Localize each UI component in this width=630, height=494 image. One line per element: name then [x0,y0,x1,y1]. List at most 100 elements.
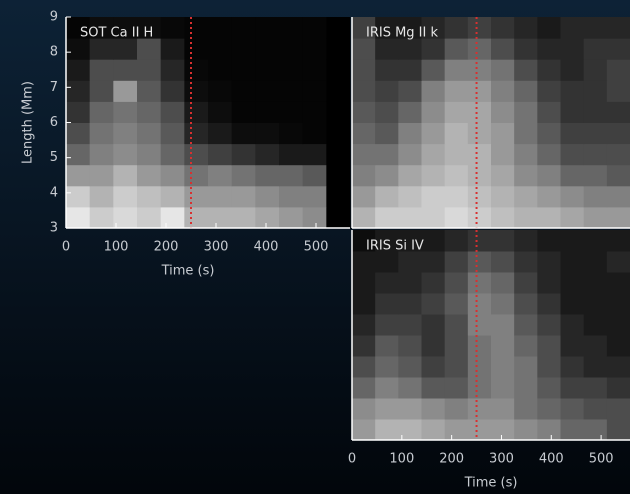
heatmap-cell [279,185,304,208]
heatmap-cell [113,122,138,145]
heatmap-cell [302,80,327,102]
y-axis-label: Length (Mm) [21,81,36,164]
heatmap-cell [375,80,399,102]
heatmap-cell [137,143,162,166]
heatmap-cell [137,59,162,81]
heatmap-cell [583,335,608,357]
heatmap-cell [113,164,138,187]
heatmap-cell [444,206,469,229]
heatmap-cell [160,185,185,208]
heatmap-cell [444,314,469,336]
heatmap-cell [66,38,91,60]
heatmap-cell [583,38,608,60]
heatmap-cell [279,38,304,60]
heatmap-cell [514,164,538,187]
heatmap-cell [491,80,515,102]
heatmap-cell [606,356,630,378]
heatmap-cell [491,59,515,81]
heatmap-cell [491,164,515,187]
heatmap-cell [467,59,492,81]
heatmap-cell [137,122,162,145]
heatmap-cell [514,335,538,357]
heatmap-cell [184,59,209,81]
heatmap-cell [279,206,304,229]
heatmap-cell [421,272,446,294]
heatmap-cell [352,122,376,145]
heatmap-cell [89,101,114,123]
heatmap-cell [467,185,492,208]
heatmap-cell [606,419,630,441]
heatmap-cell [375,164,399,187]
heatmap-cell [606,143,630,166]
heatmap-cell [444,80,469,102]
heatmap-cell [537,17,561,39]
heatmap-cell [160,80,185,102]
heatmap-cell [606,293,630,315]
heatmap-cell [514,17,538,39]
heatmap-cell [160,206,185,229]
heatmap-cell [583,251,608,273]
heatmap-cell [208,80,233,102]
heatmap-cell [398,293,422,315]
heatmap-cell [89,59,114,81]
heatmap-cell [537,38,561,60]
heatmap-cell [184,80,209,102]
heatmap-cell [279,164,304,187]
heatmap-cell [398,17,422,39]
heatmap-cell [583,272,608,294]
heatmap-cell [66,122,91,145]
heatmap-cell [421,206,446,229]
heatmap-cell [491,206,515,229]
heatmap-cell [421,230,446,252]
heatmap-cell [421,143,446,166]
heatmap-cell [606,101,630,123]
heatmap-cell [231,185,256,208]
heatmap-cell [421,122,446,145]
heatmap-cell [421,419,446,441]
heatmap-cell [89,38,114,60]
heatmap-cell [583,230,608,252]
heatmap-cell [375,314,399,336]
heatmap-cell [537,206,561,229]
heatmap-cell [606,251,630,273]
heatmap-cell [113,206,138,229]
heatmap-cell [208,101,233,123]
heatmap-cell [560,251,585,273]
heatmap-cell [375,59,399,81]
heatmap-cell [160,101,185,123]
heatmap-cell [491,293,515,315]
heatmap-cell [398,251,422,273]
y-tick-label: 4 [50,185,58,200]
heatmap-cell [444,272,469,294]
heatmap-cell [421,80,446,102]
heatmap-cell [302,164,327,187]
heatmap-cell [208,206,233,229]
heatmap-cell [208,59,233,81]
heatmap-cell [302,122,327,145]
heatmap-cell [514,230,538,252]
heatmap-cell [606,38,630,60]
heatmap-cell [560,164,585,187]
heatmap-cell [606,164,630,187]
heatmap-cell [606,314,630,336]
heatmap-cell [491,272,515,294]
heatmap-cell [113,80,138,102]
heatmap-cell [66,101,91,123]
x-tick-label: 200 [154,240,179,255]
heatmap-cell [302,206,327,229]
heatmap-cell [606,335,630,357]
heatmap-cell [583,398,608,420]
heatmap-cell [184,164,209,187]
heatmap-cell [606,59,630,81]
heatmap-cell [398,143,422,166]
heatmap-cell [184,101,209,123]
heatmap-cell [467,293,492,315]
heatmap-cell [514,314,538,336]
heatmap-cell [560,419,585,441]
heatmap-cell [444,164,469,187]
heatmap-cell [208,38,233,60]
heatmap-cell [231,38,256,60]
heatmap-cell [444,251,469,273]
heatmap-cell [444,59,469,81]
heatmap-cell [583,314,608,336]
